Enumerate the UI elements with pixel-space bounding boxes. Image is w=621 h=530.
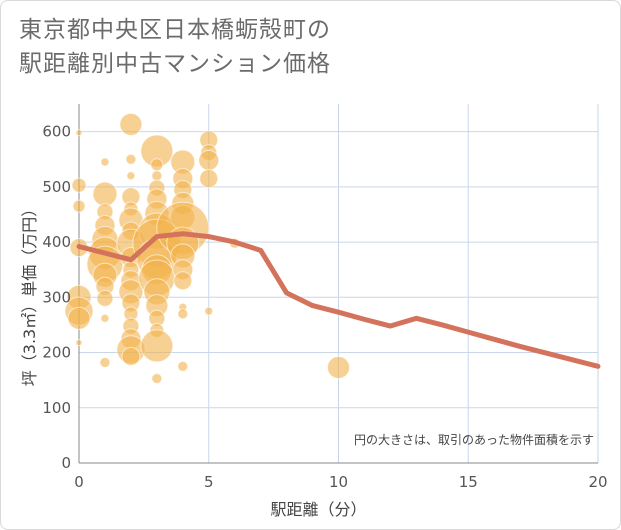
data-bubble: [99, 356, 111, 368]
x-tick-label: 10: [329, 473, 348, 491]
y-axis-title: 坪（3.3㎡）単価（万円）: [20, 201, 39, 386]
data-bubble: [72, 199, 86, 213]
data-bubble: [100, 157, 110, 167]
data-bubble: [198, 149, 220, 171]
x-tick-label: 15: [459, 473, 478, 491]
y-tick-label: 600: [42, 123, 71, 141]
data-bubble: [140, 329, 174, 363]
data-bubble: [67, 306, 91, 330]
trend-line: [76, 231, 601, 369]
data-bubble: [100, 313, 110, 323]
x-axis-title: 駅距離（分）: [270, 500, 366, 519]
data-bubble: [199, 169, 219, 189]
data-bubble: [126, 171, 136, 181]
data-bubble: [150, 158, 164, 172]
data-bubble: [96, 289, 114, 307]
data-bubble: [151, 170, 163, 182]
data-bubble: [92, 181, 118, 207]
bubble-size-note: 円の大きさは、取引のあった物件面積を示す: [354, 432, 594, 447]
data-bubble: [125, 153, 137, 165]
x-tick-label: 20: [588, 473, 607, 491]
data-bubble: [121, 346, 141, 366]
data-bubble: [327, 355, 350, 379]
y-tick-label: 400: [42, 233, 71, 251]
data-bubble: [177, 308, 189, 320]
data-bubble: [151, 372, 163, 384]
data-bubble: [71, 177, 87, 193]
y-tick-label: 200: [42, 344, 71, 362]
x-tick-label: 5: [204, 473, 214, 491]
data-bubble: [173, 271, 193, 291]
y-tick-label: 300: [42, 288, 71, 306]
chart-title: 東京都中央区日本橋蛎殻町の 駅距離別中古マンション価格: [19, 17, 331, 77]
y-tick-label: 500: [42, 178, 71, 196]
x-tick-label: 0: [74, 473, 84, 491]
y-tick-label: 100: [42, 399, 71, 417]
data-bubble: [177, 360, 189, 372]
data-bubble: [75, 339, 83, 347]
data-bubble: [204, 306, 214, 316]
y-tick-label: 0: [61, 454, 71, 472]
data-bubble: [119, 112, 143, 136]
data-bubble: [75, 129, 83, 137]
